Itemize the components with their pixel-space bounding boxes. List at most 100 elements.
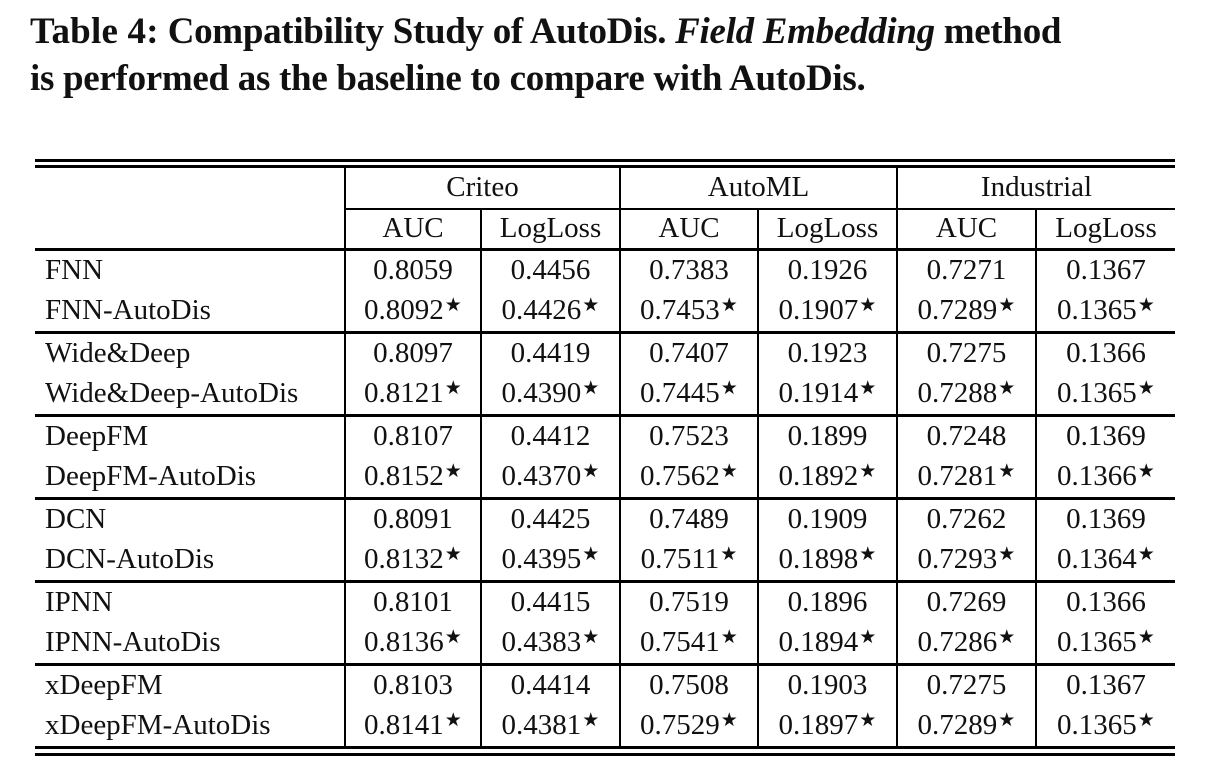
col-header-auc: AUC	[619, 208, 758, 251]
value-cell: 0.4412	[480, 415, 620, 457]
value-cell: 0.7286★	[896, 622, 1036, 666]
value-cell: 0.1907★	[757, 290, 897, 334]
table-row: Wide&Deep-AutoDis 0.8121★ 0.4390★ 0.7445…	[35, 373, 1175, 417]
value-cell: 0.7519	[619, 581, 758, 623]
value-cell: 0.4381★	[480, 705, 620, 753]
value-cell: 0.8152★	[344, 456, 481, 500]
value-cell: 0.1365★	[1035, 622, 1175, 666]
value-cell: 0.4426★	[480, 290, 620, 334]
col-header-logloss: LogLoss	[757, 208, 897, 251]
col-header-auc: AUC	[344, 208, 481, 251]
table-row: xDeepFM 0.8103 0.4414 0.7508 0.1903 0.72…	[35, 664, 1175, 706]
table-row: IPNN-AutoDis 0.8136★ 0.4383★ 0.7541★ 0.1…	[35, 622, 1175, 666]
model-name-cell: IPNN-AutoDis	[35, 622, 345, 666]
value-cell: 0.7489	[619, 498, 758, 540]
table-row: DeepFM 0.8107 0.4412 0.7523 0.1899 0.724…	[35, 415, 1175, 457]
value-cell: 0.1903	[757, 664, 897, 706]
value-cell: 0.1898★	[757, 539, 897, 583]
table-row: FNN-AutoDis 0.8092★ 0.4426★ 0.7453★ 0.19…	[35, 290, 1175, 334]
col-header-auc: AUC	[896, 208, 1036, 251]
value-cell: 0.8136★	[344, 622, 481, 666]
value-cell: 0.1365★	[1035, 290, 1175, 334]
model-name-cell: IPNN	[45, 586, 113, 619]
corner-cell	[35, 163, 345, 209]
value-cell: 0.1366	[1035, 332, 1175, 374]
value-cell: 0.1369	[1035, 498, 1175, 540]
value-cell: 0.4390★	[480, 373, 620, 417]
value-cell: 0.8107	[344, 415, 481, 457]
value-cell: 0.7523	[619, 415, 758, 457]
value-cell: 0.7508	[619, 664, 758, 706]
model-name-cell: Wide&Deep	[45, 337, 191, 370]
model-name-cell: DeepFM	[45, 420, 149, 453]
value-cell: 0.4383★	[480, 622, 620, 666]
table-row: DCN 0.8091 0.4425 0.7489 0.1909 0.7262 0…	[35, 498, 1175, 540]
model-name-cell: FNN-AutoDis	[35, 290, 345, 334]
value-cell: 0.1894★	[757, 622, 897, 666]
group-header-automl: AutoML	[619, 163, 897, 210]
value-cell: 0.8092★	[344, 290, 481, 334]
corner-cell-2	[35, 208, 345, 251]
value-cell: 0.7529★	[619, 705, 758, 753]
value-cell: 0.1367	[1035, 664, 1175, 706]
table-row: DCN-AutoDis 0.8132★ 0.4395★ 0.7511★ 0.18…	[35, 539, 1175, 583]
value-cell: 0.1365★	[1035, 705, 1175, 753]
value-cell: 0.7269	[896, 581, 1036, 623]
col-header-logloss: LogLoss	[480, 208, 620, 251]
group-header-industrial: Industrial	[896, 163, 1175, 210]
value-cell: 0.1364★	[1035, 539, 1175, 583]
value-cell: 0.7275	[896, 664, 1036, 706]
value-cell: 0.8103	[344, 664, 481, 706]
value-cell: 0.1909	[757, 498, 897, 540]
value-cell: 0.1365★	[1035, 373, 1175, 417]
caption-label: Table 4:	[30, 11, 159, 52]
table-row: FNN 0.8059 0.4456 0.7383 0.1926 0.7271 0…	[35, 249, 1175, 291]
value-cell: 0.7293★	[896, 539, 1036, 583]
value-cell: 0.4370★	[480, 456, 620, 500]
value-cell: 0.8101	[344, 581, 481, 623]
caption-text-cont: method	[943, 11, 1062, 52]
model-name-cell: DeepFM-AutoDis	[35, 456, 345, 500]
col-header-logloss: LogLoss	[1035, 208, 1175, 251]
value-cell: 0.8097	[344, 332, 481, 374]
results-table: Criteo AutoML Industrial AUC LogLoss AUC…	[35, 158, 1175, 756]
value-cell: 0.1914★	[757, 373, 897, 417]
paper-table-figure: Table 4: Compatibility Study of AutoDis.…	[0, 8, 1206, 756]
value-cell: 0.7289★	[896, 705, 1036, 753]
group-header-criteo: Criteo	[344, 163, 620, 210]
value-cell: 0.1369	[1035, 415, 1175, 457]
metric-header-row: AUC LogLoss AUC LogLoss AUC LogLoss	[35, 208, 1175, 251]
model-name-cell: DCN	[45, 503, 107, 536]
table-row: IPNN 0.8101 0.4415 0.7519 0.1896 0.7269 …	[35, 581, 1175, 623]
value-cell: 0.1897★	[757, 705, 897, 753]
table-caption: Table 4: Compatibility Study of AutoDis.…	[30, 8, 1206, 103]
value-cell: 0.1892★	[757, 456, 897, 500]
value-cell: 0.7289★	[896, 290, 1036, 334]
value-cell: 0.1896	[757, 581, 897, 623]
value-cell: 0.8141★	[344, 705, 481, 753]
value-cell: 0.8132★	[344, 539, 481, 583]
value-cell: 0.7541★	[619, 622, 758, 666]
value-cell: 0.4425	[480, 498, 620, 540]
model-name-cell: FNN	[45, 254, 104, 287]
value-cell: 0.7271	[896, 249, 1036, 291]
value-cell: 0.7407	[619, 332, 758, 374]
value-cell: 0.7275	[896, 332, 1036, 374]
model-name-cell: xDeepFM	[45, 669, 163, 702]
value-cell: 0.1923	[757, 332, 897, 374]
value-cell: 0.7445★	[619, 373, 758, 417]
value-cell: 0.1926	[757, 249, 897, 291]
value-cell: 0.7383	[619, 249, 758, 291]
model-name-cell: xDeepFM-AutoDis	[35, 705, 345, 753]
table-row: DeepFM-AutoDis 0.8152★ 0.4370★ 0.7562★ 0…	[35, 456, 1175, 500]
value-cell: 0.8091	[344, 498, 481, 540]
value-cell: 0.1366★	[1035, 456, 1175, 500]
group-header-row: Criteo AutoML Industrial	[35, 163, 1175, 210]
value-cell: 0.7453★	[619, 290, 758, 334]
value-cell: 0.4415	[480, 581, 620, 623]
value-cell: 0.7281★	[896, 456, 1036, 500]
table-row: xDeepFM-AutoDis 0.8141★ 0.4381★ 0.7529★ …	[35, 705, 1175, 753]
caption-line2: is performed as the baseline to compare …	[30, 58, 866, 100]
value-cell: 0.1899	[757, 415, 897, 457]
value-cell: 0.7248	[896, 415, 1036, 457]
